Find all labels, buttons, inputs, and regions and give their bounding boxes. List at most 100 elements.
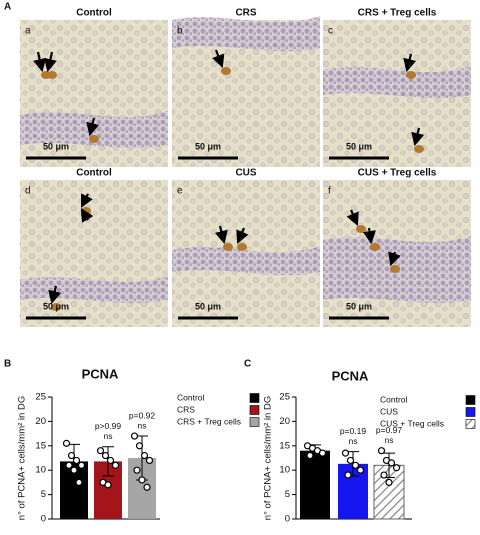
data-point xyxy=(346,456,355,465)
cell-layer xyxy=(172,16,320,52)
significance: ns xyxy=(349,436,358,446)
p-value: p=0.97 xyxy=(376,425,403,435)
data-point xyxy=(77,461,86,469)
data-point xyxy=(70,466,78,474)
panel-letter: d xyxy=(25,186,31,197)
legend-label: CRS xyxy=(177,404,195,414)
panel-title: CUS xyxy=(235,168,256,179)
legend-label: CRS + Treg cells xyxy=(177,416,241,426)
y-axis-label: n° of PCNA+ cells/mm² in DG xyxy=(17,396,28,520)
panel-label: B xyxy=(4,359,11,370)
y-tick-label: 10 xyxy=(35,465,46,476)
data-point xyxy=(65,461,73,469)
panel-label: A xyxy=(4,2,11,13)
data-point xyxy=(377,447,386,455)
data-point xyxy=(104,481,112,489)
p-value: p>0.99 xyxy=(95,421,122,431)
panel-title: CRS xyxy=(235,8,256,19)
panel-letter: a xyxy=(25,26,31,37)
significance: ns xyxy=(138,420,147,430)
scale-label: 50 μm xyxy=(346,141,372,151)
y-tick-label: 5 xyxy=(285,489,290,500)
data-point xyxy=(145,456,154,465)
y-tick-label: 0 xyxy=(41,514,46,525)
panel-title: Control xyxy=(76,168,112,179)
pcna-cell xyxy=(370,243,380,251)
panel-letter: c xyxy=(328,26,333,37)
chart-title: PCNA xyxy=(82,366,119,381)
legend-label: Control xyxy=(380,394,408,404)
data-point xyxy=(344,471,352,479)
bar xyxy=(300,450,330,519)
data-point xyxy=(380,471,388,479)
legend-label: CUS xyxy=(380,406,398,416)
arrow xyxy=(86,117,100,137)
pcna-cell xyxy=(356,225,366,233)
data-point xyxy=(306,451,314,460)
data-point xyxy=(351,461,360,469)
legend-swatch xyxy=(465,395,476,405)
arrow xyxy=(403,53,417,73)
arrow xyxy=(33,51,47,73)
significance: ns xyxy=(104,431,113,441)
y-tick-label: 25 xyxy=(35,392,46,403)
arrow xyxy=(211,49,225,69)
arrow xyxy=(236,227,249,245)
legend-label: Control xyxy=(177,392,205,402)
arrow xyxy=(411,127,425,147)
legend-swatch xyxy=(249,405,260,415)
data-point xyxy=(138,476,146,484)
data-point xyxy=(385,478,393,486)
panel-letter: f xyxy=(328,186,331,197)
cell-layer xyxy=(323,66,471,99)
arrow xyxy=(81,193,93,208)
data-point xyxy=(135,442,144,450)
cell-layer xyxy=(172,246,320,276)
y-tick-label: 20 xyxy=(279,416,290,427)
legend-label: CUS + Treg cells xyxy=(380,418,444,428)
data-point xyxy=(75,478,83,486)
arrow xyxy=(43,51,57,73)
scale-label: 50 μm xyxy=(43,301,69,311)
panel-label: C xyxy=(244,359,251,370)
data-point xyxy=(106,456,115,465)
legend-swatch xyxy=(249,393,260,403)
panel-title: CUS + Treg cells xyxy=(358,168,437,179)
legend-swatch xyxy=(465,419,476,429)
legend-swatch xyxy=(249,417,260,427)
significance: ns xyxy=(385,435,394,445)
data-point xyxy=(96,447,105,455)
pcna-cell xyxy=(51,303,61,311)
arrow xyxy=(388,251,401,267)
data-point xyxy=(318,449,327,457)
p-value: p=0.19 xyxy=(340,426,367,436)
data-point xyxy=(111,461,120,469)
arrow xyxy=(362,227,376,245)
y-tick-label: 25 xyxy=(279,392,290,403)
panel-letter: b xyxy=(177,26,183,37)
arrow xyxy=(48,285,62,305)
p-value: p=0.92 xyxy=(129,410,156,420)
data-point xyxy=(133,466,141,474)
arrow xyxy=(80,208,94,223)
pcna-cell xyxy=(223,243,233,251)
pcna-cell xyxy=(221,67,231,75)
pcna-cell xyxy=(414,145,424,153)
pcna-cell xyxy=(47,71,57,79)
pcna-cell xyxy=(237,243,247,251)
scale-label: 50 μm xyxy=(195,141,221,151)
data-point xyxy=(67,451,76,460)
panel-title: Control xyxy=(76,8,112,19)
data-point xyxy=(130,432,139,440)
legend-swatch xyxy=(465,407,476,417)
data-point xyxy=(341,449,350,457)
y-tick-label: 20 xyxy=(35,416,46,427)
panel-title: CRS + Treg cells xyxy=(358,8,437,19)
data-point xyxy=(101,451,110,460)
data-point xyxy=(356,466,365,474)
arrow xyxy=(346,209,359,227)
chart-title: PCNA xyxy=(332,368,369,383)
data-point xyxy=(72,456,81,465)
scale-label: 50 μm xyxy=(346,301,372,311)
